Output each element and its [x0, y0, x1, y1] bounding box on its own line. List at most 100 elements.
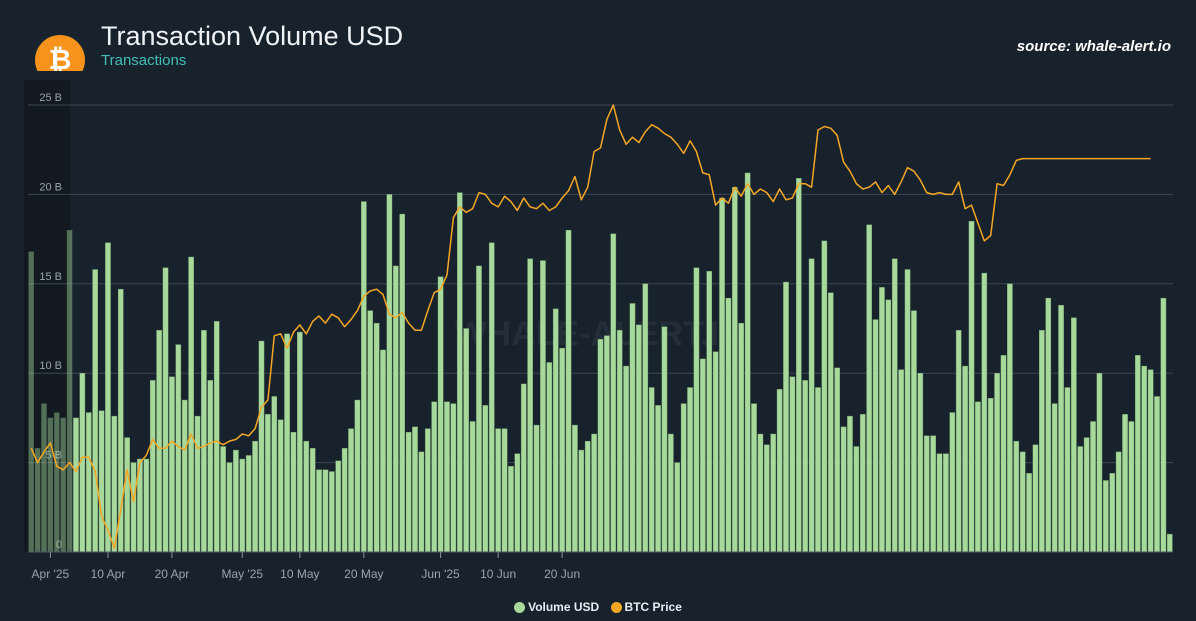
volume-bar	[834, 367, 840, 553]
volume-bar	[700, 358, 706, 553]
volume-bar	[520, 383, 527, 553]
volume-bar	[431, 401, 437, 553]
volume-bar	[53, 412, 60, 553]
volume-bar	[1032, 444, 1039, 553]
volume-bar	[898, 369, 904, 553]
x-tick-label: 20 Apr	[155, 567, 190, 581]
volume-bar	[840, 426, 847, 553]
volume-bar	[1166, 533, 1173, 553]
volume-bar	[827, 292, 834, 553]
volume-bar	[706, 271, 713, 553]
volume-bar	[879, 287, 885, 553]
volume-bar	[802, 380, 808, 553]
volume-bar	[501, 428, 508, 553]
volume-bar	[393, 265, 399, 553]
chart-legend: Volume USD BTC Price	[0, 600, 1196, 616]
volume-bar	[1000, 355, 1007, 553]
volume-bar	[847, 415, 853, 553]
volume-bar	[693, 267, 700, 553]
volume-bar	[303, 440, 310, 553]
volume-bar	[1007, 283, 1013, 553]
volume-bar	[28, 251, 35, 553]
legend-label-btc-price: BTC Price	[624, 600, 682, 614]
volume-bar	[546, 362, 553, 553]
y-tick-label: 15 B	[39, 271, 62, 283]
volume-bar	[348, 428, 354, 553]
volume-bar	[821, 240, 828, 553]
volume-bar	[239, 458, 246, 553]
bitcoin-logo: ₿	[35, 35, 85, 71]
volume-bar	[732, 187, 738, 553]
legend-dot-volume	[514, 601, 526, 613]
volume-bar	[201, 330, 207, 553]
volume-bar	[757, 433, 764, 553]
btc-price-line	[30, 104, 1151, 550]
y-tick-label: 0	[56, 539, 62, 551]
volume-bar	[616, 330, 623, 553]
volume-bar	[981, 272, 988, 553]
volume-bar	[463, 328, 469, 553]
x-tick-label: 20 May	[344, 567, 383, 581]
volume-bar	[361, 201, 367, 553]
volume-bar	[764, 444, 770, 553]
volume-bar	[194, 415, 201, 553]
volume-bar	[66, 229, 73, 553]
volume-bar	[808, 258, 815, 553]
volume-bar	[591, 433, 597, 553]
volume-bar	[796, 178, 802, 553]
volume-bar	[373, 322, 380, 553]
source-label: source: whale-alert.io	[1016, 38, 1171, 55]
volume-bar	[968, 221, 975, 553]
volume-bar	[367, 310, 374, 553]
volume-bar	[1013, 440, 1020, 553]
volume-bar	[220, 446, 226, 553]
volume-bar	[105, 242, 111, 553]
volume-bar	[1058, 305, 1064, 553]
volume-bar	[290, 432, 297, 553]
volume-bar	[744, 172, 751, 553]
volume-bar	[1109, 473, 1116, 553]
volume-bar	[329, 471, 335, 553]
volume-bar	[719, 197, 725, 553]
volume-bar	[527, 258, 533, 553]
volume-bar	[540, 260, 546, 553]
volume-bar	[341, 448, 348, 553]
volume-bar	[911, 310, 917, 553]
volume-bar	[169, 376, 175, 553]
x-tick-label: 10 May	[280, 567, 319, 581]
volume-bar	[450, 403, 457, 553]
volume-bar	[412, 426, 418, 553]
volume-bar	[124, 437, 130, 553]
volume-bar	[955, 330, 962, 553]
volume-bar	[987, 398, 994, 553]
volume-bar	[1077, 446, 1084, 553]
volume-bar	[1154, 396, 1160, 553]
volume-bar	[789, 376, 796, 553]
volume-bar	[284, 333, 290, 553]
volume-bar	[130, 462, 137, 553]
volume-bar	[712, 351, 719, 553]
chart-subtitle[interactable]: Transactions	[101, 52, 187, 69]
volume-bar	[156, 330, 162, 553]
volume-bar	[488, 242, 495, 553]
volume-bar	[623, 365, 629, 553]
volume-bar	[725, 297, 732, 553]
volume-bar	[1128, 421, 1135, 553]
y-tick-label: 25 B	[39, 92, 62, 104]
volume-bar	[1115, 451, 1122, 553]
volume-bar	[316, 469, 322, 553]
legend-item-btc-price[interactable]: BTC Price	[610, 600, 682, 614]
volume-bar	[495, 428, 501, 553]
volume-bar	[98, 410, 105, 553]
volume-bar	[1147, 369, 1154, 553]
volume-bar	[405, 432, 412, 553]
volume-bar	[770, 433, 777, 553]
volume-bar	[936, 453, 943, 553]
volume-bar	[1135, 355, 1141, 553]
x-tick-label: 10 Jun	[480, 567, 516, 581]
legend-item-volume[interactable]: Volume USD	[514, 600, 599, 614]
bitcoin-icon: ₿	[49, 44, 72, 71]
volume-bar	[578, 449, 585, 553]
volume-bar	[891, 258, 898, 553]
